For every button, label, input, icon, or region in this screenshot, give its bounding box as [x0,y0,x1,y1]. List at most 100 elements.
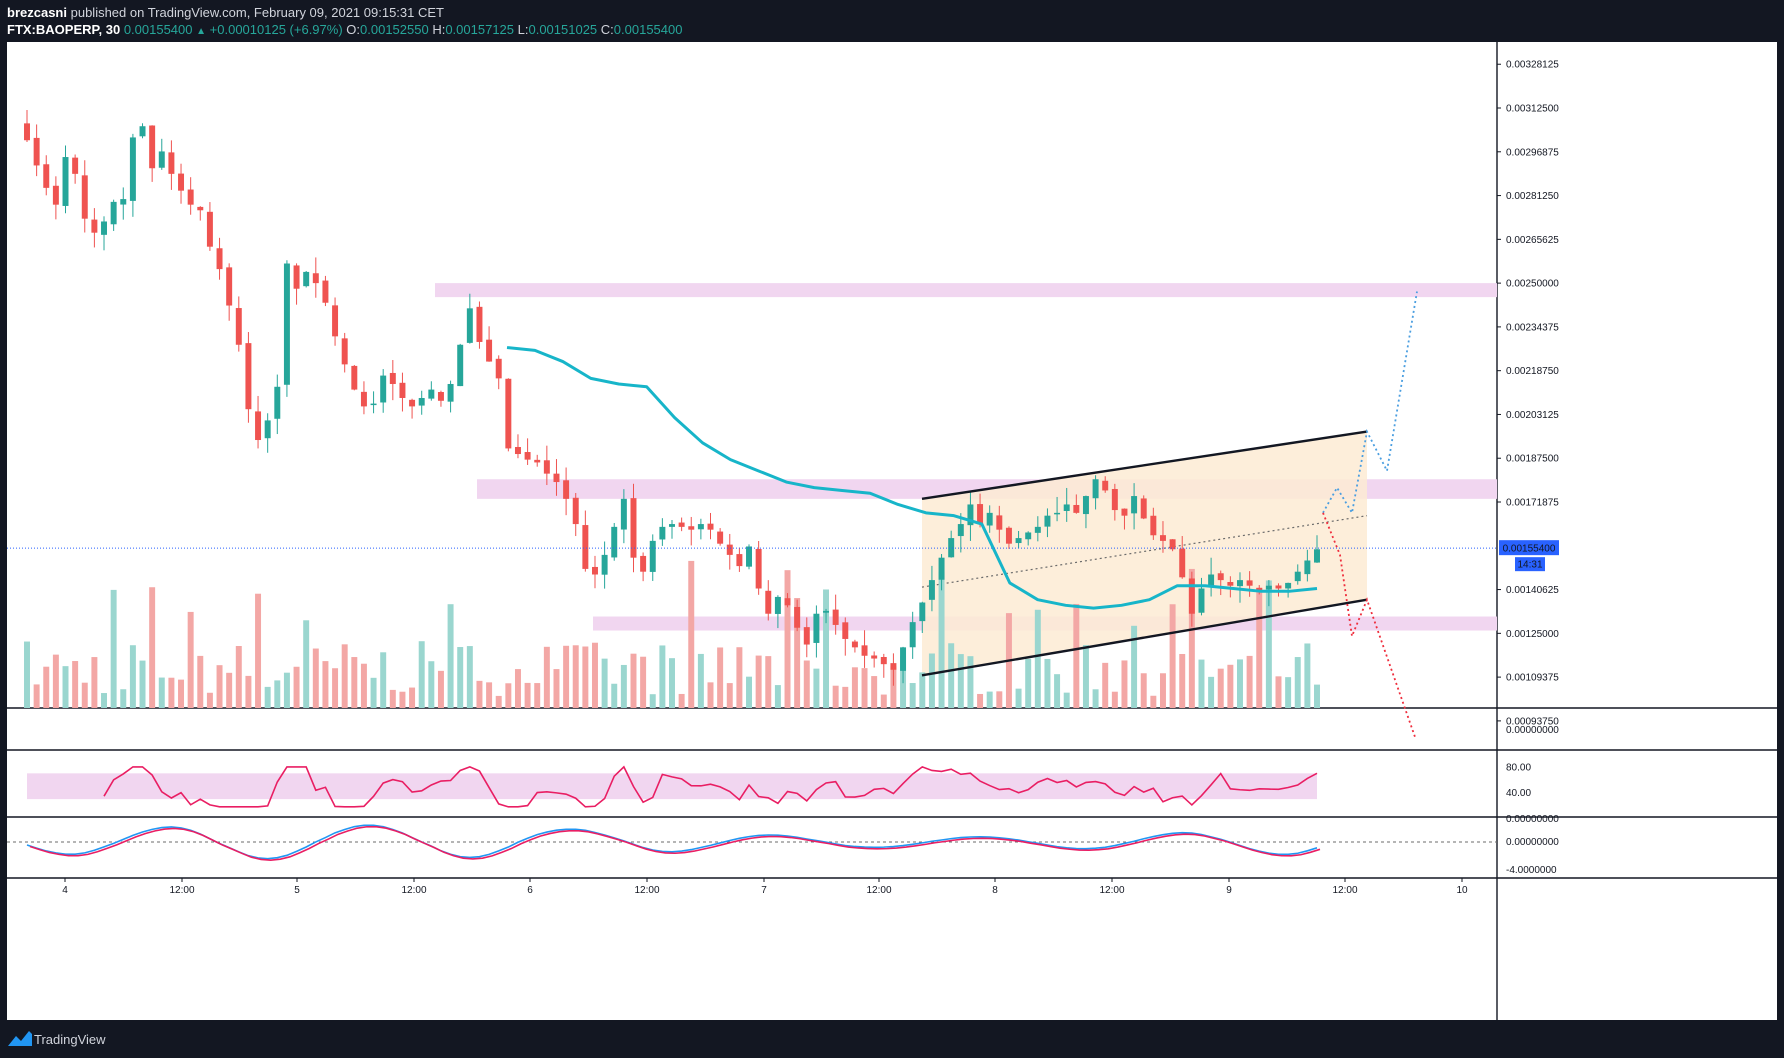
candle-body[interactable] [457,344,464,387]
candle-body[interactable] [418,397,425,406]
candle-body[interactable] [1082,496,1089,515]
candle-body[interactable] [1092,479,1099,499]
candle-body[interactable] [640,555,647,572]
candle-body[interactable] [919,602,926,622]
candle-body[interactable] [245,343,252,410]
candle-body[interactable] [572,497,579,525]
rsi-line[interactable] [103,765,1318,808]
candle-body[interactable] [1285,582,1292,589]
candle-body[interactable] [283,263,290,385]
candle-body[interactable] [129,137,136,201]
candle-body[interactable] [1304,560,1311,575]
chart-canvas[interactable]: 0.00155400 14:31 0.00328125 0.00312500 0.002… [7,42,1777,1020]
candle-body[interactable] [977,504,984,525]
candle-body[interactable] [1188,578,1195,614]
candle-body[interactable] [81,175,88,219]
candle-body[interactable] [928,580,935,600]
candle-body[interactable] [1025,532,1032,540]
candle-body[interactable] [967,504,974,526]
candle-body[interactable] [72,157,79,174]
candle-body[interactable] [755,548,762,589]
candle-body[interactable] [524,452,531,460]
channel-upper-line[interactable] [921,430,1368,501]
candle-body[interactable] [746,546,752,567]
candle-body[interactable] [322,280,329,303]
candle-body[interactable] [255,411,262,441]
candle-body[interactable] [909,622,916,648]
candle-body[interactable] [168,152,175,174]
candle-body[interactable] [486,339,493,362]
candle-body[interactable] [543,460,550,474]
candle-body[interactable] [1169,539,1176,550]
candle-body[interactable] [43,164,50,188]
candle-body[interactable] [620,498,627,530]
candle-body[interactable] [861,645,868,656]
vwap-line[interactable] [506,346,1318,610]
candle-body[interactable] [466,308,473,343]
candle-body[interactable] [197,206,204,211]
candle-body[interactable] [62,157,69,206]
oscillator-d-line[interactable] [29,825,1321,861]
candle-body[interactable] [235,308,242,345]
candle-body[interactable] [120,199,127,205]
candle-body[interactable] [563,480,570,499]
candle-body[interactable] [216,248,223,270]
publisher-name[interactable]: brezcasni [7,5,67,20]
candle-body[interactable] [187,189,194,205]
candle-body[interactable] [389,372,396,384]
candle-body[interactable] [1005,527,1012,544]
candle-body[interactable] [986,512,993,526]
candle-body[interactable] [274,386,281,419]
candle-body[interactable] [726,544,733,555]
projection-bearish-path[interactable] [1322,512,1416,738]
candle-body[interactable] [370,403,377,406]
candle-body[interactable] [707,523,714,530]
candle-body[interactable] [293,265,300,289]
candle-body[interactable] [1179,548,1186,578]
symbol-name[interactable]: FTX:BAOPERP, 30 [7,22,121,37]
candle-body[interactable] [380,375,387,403]
candle-body[interactable] [91,219,98,233]
projection-bullish-path[interactable] [1322,291,1418,516]
candle-body[interactable] [582,525,589,569]
candle-body[interactable] [1159,535,1166,541]
candle-body[interactable] [794,606,801,628]
candle-body[interactable] [24,123,30,141]
candle-body[interactable] [514,446,521,455]
candle-body[interactable] [957,524,964,537]
candle-body[interactable] [341,338,348,365]
candle-body[interactable] [688,526,695,530]
candle-body[interactable] [1102,480,1109,491]
candle-body[interactable] [351,365,358,390]
candle-body[interactable] [1063,504,1070,511]
candle-body[interactable] [765,590,772,614]
candle-body[interactable] [206,211,213,247]
channel-lower-line[interactable] [921,598,1368,677]
candle-body[interactable] [1208,574,1215,587]
candle-body[interactable] [938,557,945,580]
candle-body[interactable] [880,657,887,665]
candle-body[interactable] [178,173,185,191]
candle-body[interactable] [592,566,598,575]
candle-body[interactable] [900,647,907,671]
candle-body[interactable] [101,221,107,235]
candle-body[interactable] [264,420,271,439]
candle-body[interactable] [158,151,165,168]
candle-body[interactable] [774,596,781,614]
candle-body[interactable] [495,358,502,379]
candle-body[interactable] [553,473,560,483]
candle-body[interactable] [534,459,541,463]
candle-body[interactable] [332,305,339,337]
candle-body[interactable] [851,641,858,648]
price-zone[interactable] [435,283,1497,298]
candle-body[interactable] [1121,508,1128,516]
candle-body[interactable] [1314,549,1320,563]
candle-body[interactable] [871,655,878,659]
candle-body[interactable] [678,522,685,527]
candle-body[interactable] [1227,582,1234,586]
candle-body[interactable] [1198,588,1205,613]
candle-body[interactable] [33,137,40,166]
candle-body[interactable] [832,609,839,625]
candle-body[interactable] [1111,488,1118,511]
candle-body[interactable] [52,185,59,205]
